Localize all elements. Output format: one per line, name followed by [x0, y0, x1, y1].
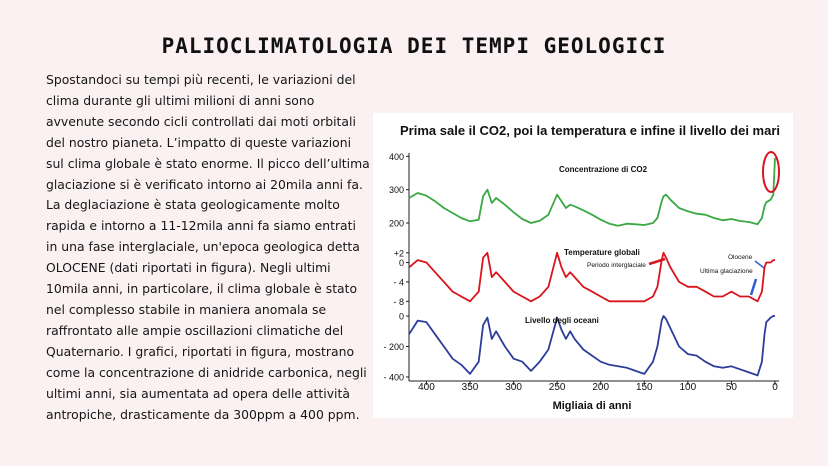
figure-title: Prima sale il CO2, poi la temperatura e …: [400, 123, 781, 138]
x-tick-label: 400: [418, 382, 435, 393]
temp-series-line: [408, 251, 775, 303]
annotation-interglacial: Periodo interglaciale: [587, 262, 646, 269]
y-tick-label: - 4: [393, 277, 404, 287]
x-tick-label: 50: [726, 382, 738, 393]
glaciation-arrow: [749, 278, 758, 296]
olocene-arrow: [754, 260, 765, 269]
panel-title: Concentrazione di CO2: [559, 165, 648, 174]
y-tick-label: - 200: [383, 342, 404, 352]
y-tick-label: 300: [389, 185, 404, 195]
x-tick-label: 350: [462, 382, 479, 393]
x-tick-label: 200: [592, 382, 609, 393]
annotation-olocene: Olocene: [728, 254, 753, 261]
y-tick-label: 0: [399, 258, 404, 268]
y-tick-label: - 400: [383, 372, 404, 382]
page-title: PALIOCLIMATOLOGIA DEI TEMPI GEOLOGICI: [161, 34, 667, 58]
y-tick-label: 400: [389, 152, 404, 162]
sea-series-line: [408, 315, 775, 377]
x-tick-label: 150: [636, 382, 653, 393]
y-tick-label: 200: [389, 219, 404, 229]
panel-title: Temperature globali: [564, 248, 640, 257]
annotation-last-glaciation: Ultima glaciazione: [700, 268, 753, 275]
panel-title: Livello degli oceani: [525, 316, 599, 325]
x-tick-label: 100: [680, 382, 697, 393]
x-axis-label: Migliaia di anni: [553, 400, 632, 412]
x-tick-label: 0: [772, 382, 778, 393]
climate-figure: Prima sale il CO2, poi la temperatura e …: [373, 113, 793, 418]
y-tick-label: - 8: [393, 297, 404, 307]
co2-recent-highlight: [762, 151, 780, 193]
x-tick-label: 300: [505, 382, 522, 393]
climate-charts: 400 350 300 250 200 150 100 50 0 Migliaia di anni…: [383, 151, 780, 412]
body-paragraph: Spostandoci su tempi più recenti, le var…: [46, 72, 370, 422]
interglacial-arrow: [648, 257, 666, 266]
x-tick-label: 250: [549, 382, 566, 393]
y-tick-label: 0: [399, 312, 404, 322]
co2-series-line: [408, 157, 776, 227]
y-tick-label: +2: [394, 248, 404, 258]
